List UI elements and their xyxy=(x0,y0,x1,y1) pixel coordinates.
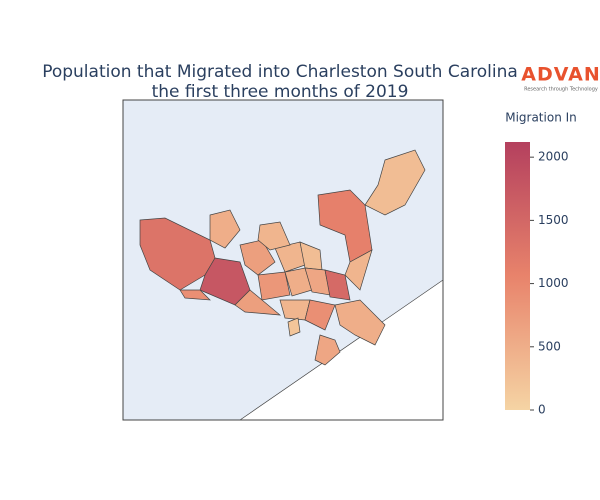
region xyxy=(364,149,426,216)
region xyxy=(314,334,341,366)
chart-title: Population that Migrated into Charleston… xyxy=(42,62,518,82)
colorbar-tick-label: 1500 xyxy=(538,213,569,227)
region xyxy=(324,269,351,301)
logo-tagline: Research through Technology xyxy=(524,87,598,93)
logo-text: ADVAN xyxy=(521,64,600,86)
region xyxy=(257,271,291,301)
region xyxy=(234,289,282,316)
region xyxy=(304,299,336,331)
region xyxy=(239,239,276,276)
map-frame xyxy=(122,99,444,421)
region xyxy=(287,317,301,337)
chart-title: the first three months of 2019 xyxy=(152,82,409,102)
colorbar-tick-label: 1000 xyxy=(538,276,569,290)
region xyxy=(209,209,241,249)
region xyxy=(344,249,373,291)
colorbar-tick-label: 0 xyxy=(538,403,546,417)
colorbar-title: Migration In xyxy=(505,111,577,125)
colorbar-tick-label: 500 xyxy=(538,339,561,353)
colorbar xyxy=(505,142,530,410)
regions xyxy=(139,149,426,366)
region xyxy=(257,221,291,251)
region xyxy=(179,289,211,301)
region xyxy=(334,299,386,346)
colorbar-tick-label: 2000 xyxy=(538,150,569,164)
